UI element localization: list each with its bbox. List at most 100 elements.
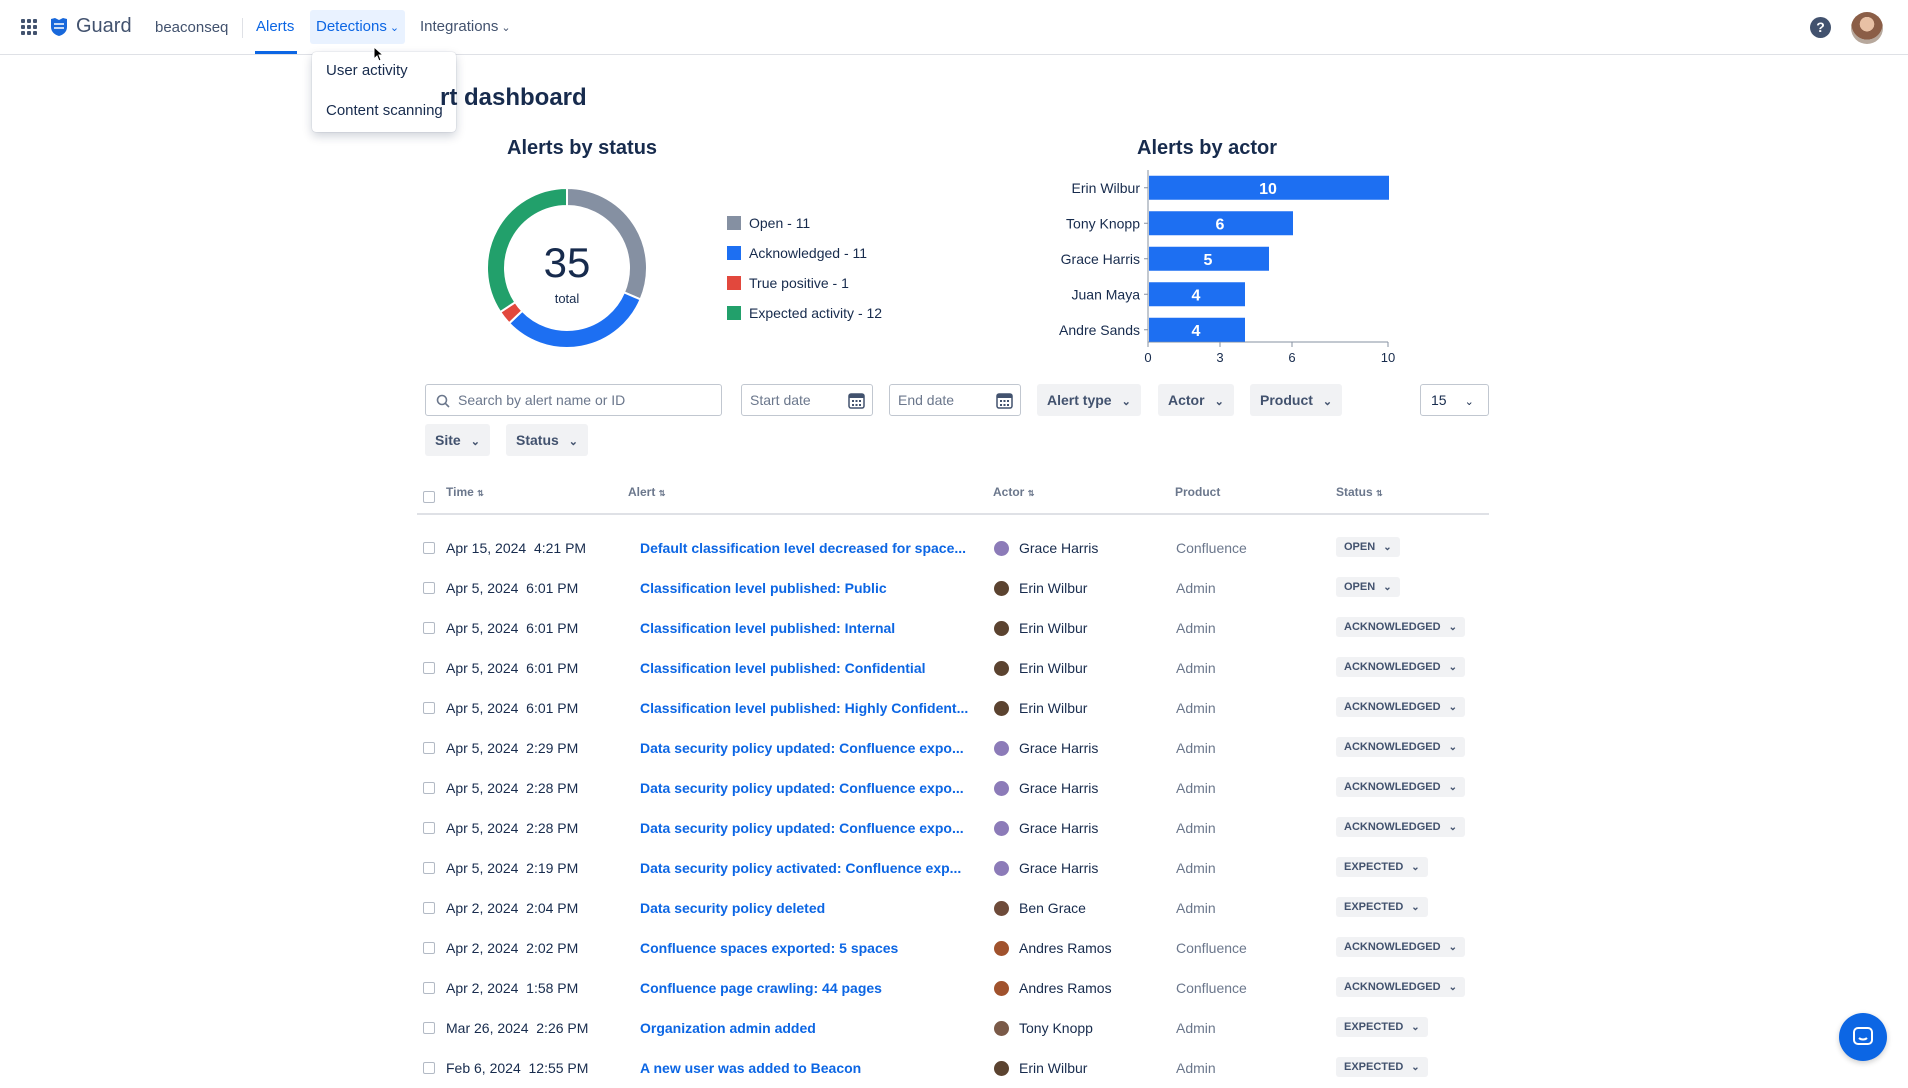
status-filter[interactable]: Status ⌄ — [506, 424, 589, 456]
status-label: OPEN — [1344, 541, 1376, 553]
table-row[interactable]: Feb 6, 2024 12:55 PM A new user was added… — [417, 1048, 1489, 1088]
table-row[interactable]: Apr 2, 2024 2:02 PM Confluence spaces exp… — [417, 928, 1489, 968]
x-tick-label: 3 — [1216, 350, 1223, 365]
end-date-picker[interactable]: End date — [889, 384, 1021, 416]
alert-type-filter[interactable]: Alert type ⌄ — [1037, 384, 1141, 416]
row-checkbox[interactable] — [423, 942, 435, 954]
nav-alerts[interactable]: Alerts — [250, 10, 300, 44]
row-checkbox[interactable] — [423, 1022, 435, 1034]
product-filter[interactable]: Product ⌄ — [1250, 384, 1343, 416]
column-header-alert[interactable]: Alert ⇅ — [628, 485, 665, 499]
alert-link[interactable]: Data security policy deleted — [640, 900, 826, 916]
start-date-picker[interactable]: Start date — [741, 384, 873, 416]
user-avatar[interactable] — [1851, 12, 1883, 44]
bar-grace-harris[interactable] — [1149, 246, 1269, 271]
row-checkbox[interactable] — [423, 1062, 435, 1074]
menu-item-user-activity[interactable]: User activity — [326, 62, 408, 79]
status-dropdown[interactable]: ACKNOWLEDGED ⌄ — [1336, 617, 1465, 637]
status-dropdown[interactable]: OPEN ⌄ — [1336, 537, 1400, 557]
row-checkbox[interactable] — [423, 662, 435, 674]
actor-avatar — [994, 781, 1009, 796]
site-name[interactable]: beaconseq — [155, 19, 229, 36]
help-icon[interactable]: ? — [1810, 17, 1831, 38]
table-row[interactable]: Apr 5, 2024 2:28 PM Data security policy … — [417, 808, 1489, 848]
alert-link[interactable]: Confluence page crawling: 44 pages — [640, 980, 882, 996]
status-dropdown[interactable]: EXPECTED ⌄ — [1336, 857, 1428, 877]
alert-time: Apr 5, 2024 6:01 PM — [446, 700, 579, 716]
site-filter[interactable]: Site ⌄ — [425, 424, 490, 456]
alert-link[interactable]: Data security policy updated: Confluence… — [640, 820, 964, 836]
alert-link[interactable]: Organization admin added — [640, 1020, 816, 1036]
row-checkbox[interactable] — [423, 822, 435, 834]
table-row[interactable]: Apr 5, 2024 6:01 PM Classification level … — [417, 648, 1489, 688]
row-checkbox[interactable] — [423, 742, 435, 754]
bar-andre-sands[interactable] — [1149, 317, 1245, 342]
alert-link[interactable]: Data security policy activated: Confluen… — [640, 860, 962, 876]
calendar-icon[interactable] — [996, 392, 1013, 409]
donut-slice-expected-activity[interactable] — [486, 186, 568, 314]
search-input[interactable]: Search by alert name or ID — [425, 384, 722, 416]
column-header-actor[interactable]: Actor ⇅ — [993, 485, 1034, 499]
actor-filter[interactable]: Actor ⌄ — [1158, 384, 1234, 416]
alert-link[interactable]: Confluence spaces exported: 5 spaces — [640, 940, 899, 956]
alert-link[interactable]: Data security policy updated: Confluence… — [640, 740, 964, 756]
table-row[interactable]: Apr 2, 2024 1:58 PM Confluence page crawl… — [417, 968, 1489, 1008]
row-checkbox[interactable] — [423, 782, 435, 794]
status-dropdown[interactable]: ACKNOWLEDGED ⌄ — [1336, 937, 1465, 957]
app-name[interactable]: Guard — [76, 15, 132, 37]
nav-detections[interactable]: Detections ⌄ — [310, 10, 406, 44]
row-checkbox[interactable] — [423, 582, 435, 594]
alert-link[interactable]: Classification level published: Public — [640, 580, 887, 596]
alert-link[interactable]: Classification level published: Confiden… — [640, 660, 926, 676]
actor-avatar — [994, 541, 1009, 556]
bar-erin-wilbur[interactable] — [1149, 175, 1389, 200]
alert-link[interactable]: A new user was added to Beacon — [640, 1060, 862, 1076]
calendar-icon[interactable] — [848, 392, 865, 409]
status-dropdown[interactable]: ACKNOWLEDGED ⌄ — [1336, 697, 1465, 717]
alert-link[interactable]: Classification level published: Internal — [640, 620, 896, 636]
table-row[interactable]: Apr 5, 2024 2:19 PM Data security policy … — [417, 848, 1489, 888]
table-row[interactable]: Apr 5, 2024 2:29 PM Data security policy … — [417, 728, 1489, 768]
bar-tony-knopp[interactable] — [1149, 211, 1293, 236]
actor-name: Grace Harris — [1019, 740, 1099, 756]
page-size-select[interactable]: 15 ⌄ — [1420, 384, 1489, 416]
row-checkbox[interactable] — [423, 982, 435, 994]
chevron-down-icon: ⌄ — [501, 22, 511, 34]
menu-item-content-scanning[interactable]: Content scanning — [326, 102, 443, 119]
status-dropdown[interactable]: ACKNOWLEDGED ⌄ — [1336, 777, 1465, 797]
guard-logo-icon[interactable] — [50, 17, 68, 37]
table-row[interactable]: Apr 5, 2024 6:01 PM Classification level … — [417, 688, 1489, 728]
table-row[interactable]: Apr 5, 2024 6:01 PM Classification level … — [417, 608, 1489, 648]
status-dropdown[interactable]: ACKNOWLEDGED ⌄ — [1336, 977, 1465, 997]
alert-link[interactable]: Data security policy updated: Confluence… — [640, 780, 964, 796]
product-name: Admin — [1176, 1020, 1216, 1036]
chevron-down-icon: ⌄ — [1448, 982, 1457, 993]
status-dropdown[interactable]: EXPECTED ⌄ — [1336, 1057, 1428, 1077]
column-header-time[interactable]: Time ⇅ — [446, 485, 484, 499]
row-checkbox[interactable] — [423, 902, 435, 914]
status-dropdown[interactable]: OPEN ⌄ — [1336, 577, 1400, 597]
app-switcher-icon[interactable] — [21, 19, 37, 35]
alert-link[interactable]: Classification level published: Highly C… — [640, 700, 969, 716]
select-all-checkbox[interactable] — [423, 491, 435, 503]
status-dropdown[interactable]: EXPECTED ⌄ — [1336, 1017, 1428, 1037]
column-header-status[interactable]: Status ⇅ — [1336, 485, 1383, 499]
table-row[interactable]: Apr 15, 2024 4:21 PM Default classificati… — [417, 528, 1489, 568]
nav-integrations[interactable]: Integrations ⌄ — [414, 10, 517, 44]
bar-juan-maya[interactable] — [1149, 282, 1245, 307]
status-dropdown[interactable]: ACKNOWLEDGED ⌄ — [1336, 817, 1465, 837]
alert-link[interactable]: Default classification level decreased f… — [640, 540, 967, 556]
table-row[interactable]: Apr 5, 2024 6:01 PM Classification level … — [417, 568, 1489, 608]
status-dropdown[interactable]: ACKNOWLEDGED ⌄ — [1336, 737, 1465, 757]
chat-button[interactable] — [1839, 1013, 1887, 1061]
chevron-down-icon: ⌄ — [1383, 542, 1392, 553]
row-checkbox[interactable] — [423, 542, 435, 554]
table-row[interactable]: Apr 2, 2024 2:04 PM Data security policy … — [417, 888, 1489, 928]
status-dropdown[interactable]: EXPECTED ⌄ — [1336, 897, 1428, 917]
table-row[interactable]: Apr 5, 2024 2:28 PM Data security policy … — [417, 768, 1489, 808]
table-row[interactable]: Mar 26, 2024 2:26 PM Organization admin a… — [417, 1008, 1489, 1048]
row-checkbox[interactable] — [423, 702, 435, 714]
row-checkbox[interactable] — [423, 862, 435, 874]
row-checkbox[interactable] — [423, 622, 435, 634]
status-dropdown[interactable]: ACKNOWLEDGED ⌄ — [1336, 657, 1465, 677]
